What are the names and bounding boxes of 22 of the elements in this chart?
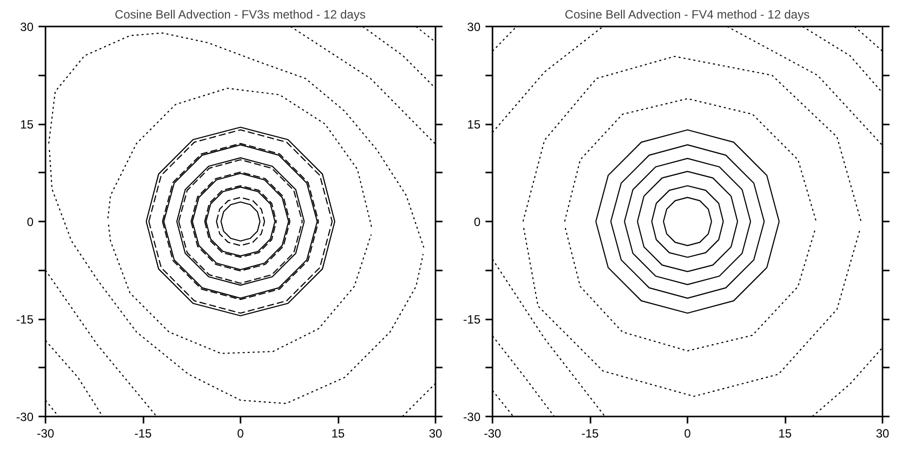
y-tick-label: 15 [20,118,34,132]
y-tick-label: 15 [467,118,481,132]
y-tick-label: -30 [16,410,34,424]
x-tick-label: 30 [428,426,442,440]
chart-title: Cosine Bell Advection - FV4 method - 12 days [564,8,810,22]
y-tick-label: 30 [467,20,481,34]
x-tick-label: 30 [876,426,890,440]
y-tick-label: -30 [463,410,481,424]
y-tick-label: -15 [16,312,34,326]
y-tick-label: -15 [463,312,481,326]
x-tick-label: 15 [778,426,792,440]
y-tick-label: 30 [20,20,34,34]
x-tick-label: 0 [237,426,244,440]
y-tick-label: 0 [26,215,34,229]
x-tick-label: 15 [331,426,345,440]
chart-title: Cosine Bell Advection - FV3s method - 12 days [114,8,366,22]
x-tick-label: -15 [581,426,599,440]
y-tick-label: 0 [474,215,481,229]
x-tick-label: -30 [36,426,54,440]
x-tick-label: -15 [134,426,152,440]
x-tick-label: 0 [684,426,692,440]
x-tick-label: -30 [484,426,502,440]
